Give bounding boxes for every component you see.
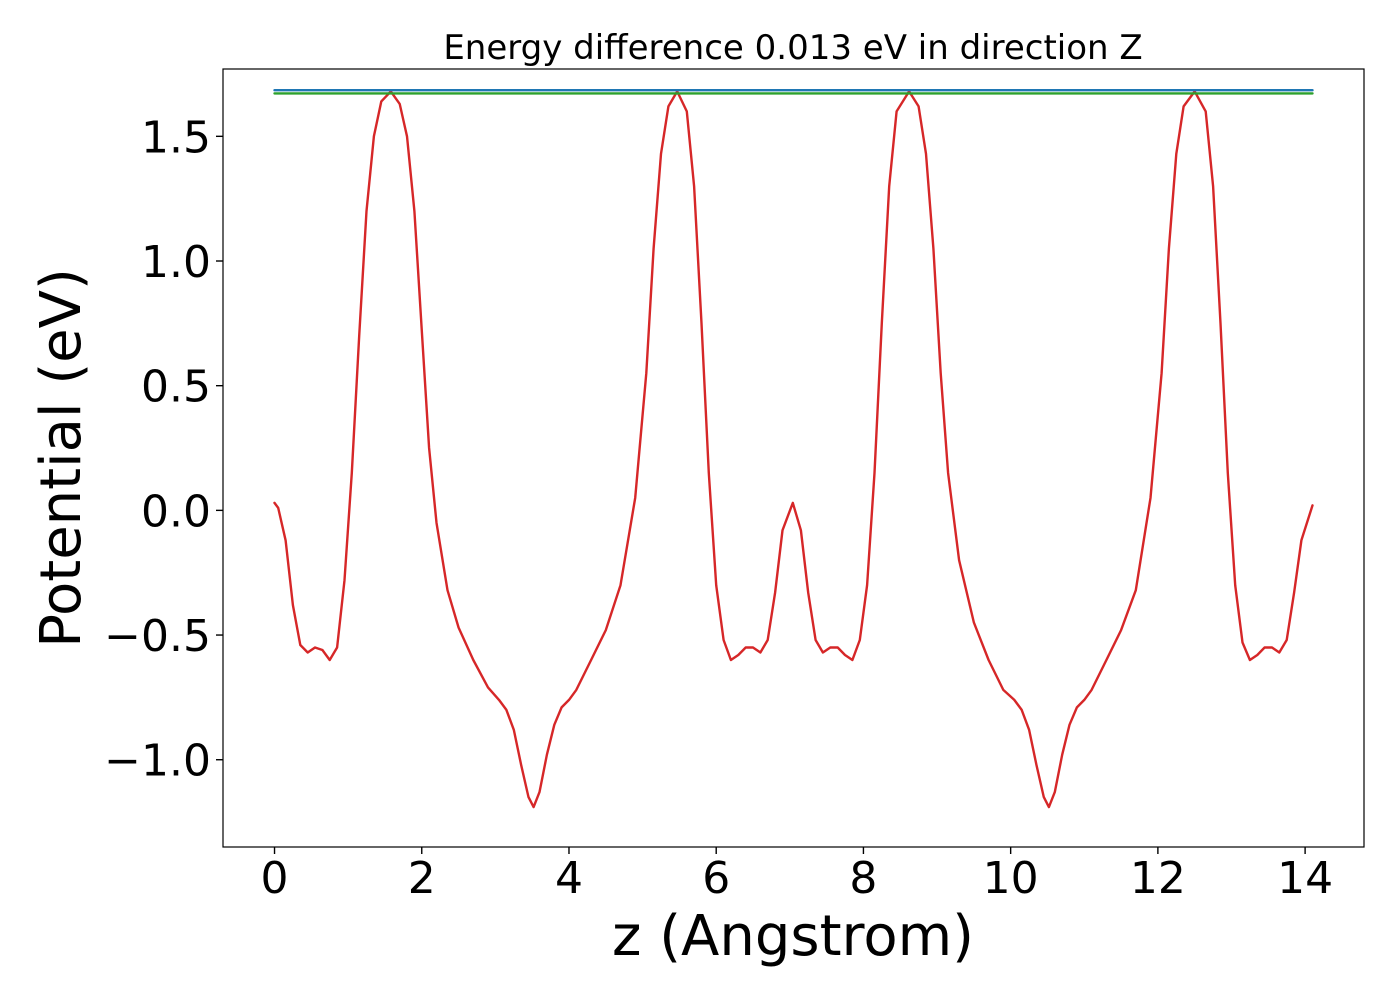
y-axis: −1.0 −0.5 0.0 0.5 1.0 1.5 <box>104 112 223 787</box>
x-tick-label: 10 <box>983 853 1039 904</box>
x-axis: 0 2 4 6 8 10 12 14 <box>261 847 1333 904</box>
series-layer <box>273 89 1314 809</box>
y-tick-label: −1.0 <box>104 736 211 787</box>
y-tick-label: 0.0 <box>141 486 211 537</box>
y-tick-label: 0.5 <box>141 362 211 413</box>
x-tick-label: 12 <box>1130 853 1186 904</box>
x-tick-label: 0 <box>261 853 289 904</box>
plot-area-frame <box>222 68 1365 848</box>
y-tick-label: 1.5 <box>141 112 211 163</box>
y-tick-label: 1.0 <box>141 237 211 288</box>
x-tick-label: 4 <box>555 853 583 904</box>
y-tick-label: −0.5 <box>104 611 211 662</box>
chart-title: Energy difference 0.013 eV in direction … <box>443 28 1142 68</box>
x-tick-label: 6 <box>702 853 730 904</box>
x-axis-label: z (Angstrom) <box>612 904 974 969</box>
x-tick-label: 14 <box>1277 853 1333 904</box>
x-tick-label: 8 <box>849 853 877 904</box>
x-tick-label: 2 <box>408 853 436 904</box>
y-axis-label: Potential (eV) <box>29 268 94 648</box>
potential-curve-line <box>273 90 1314 809</box>
